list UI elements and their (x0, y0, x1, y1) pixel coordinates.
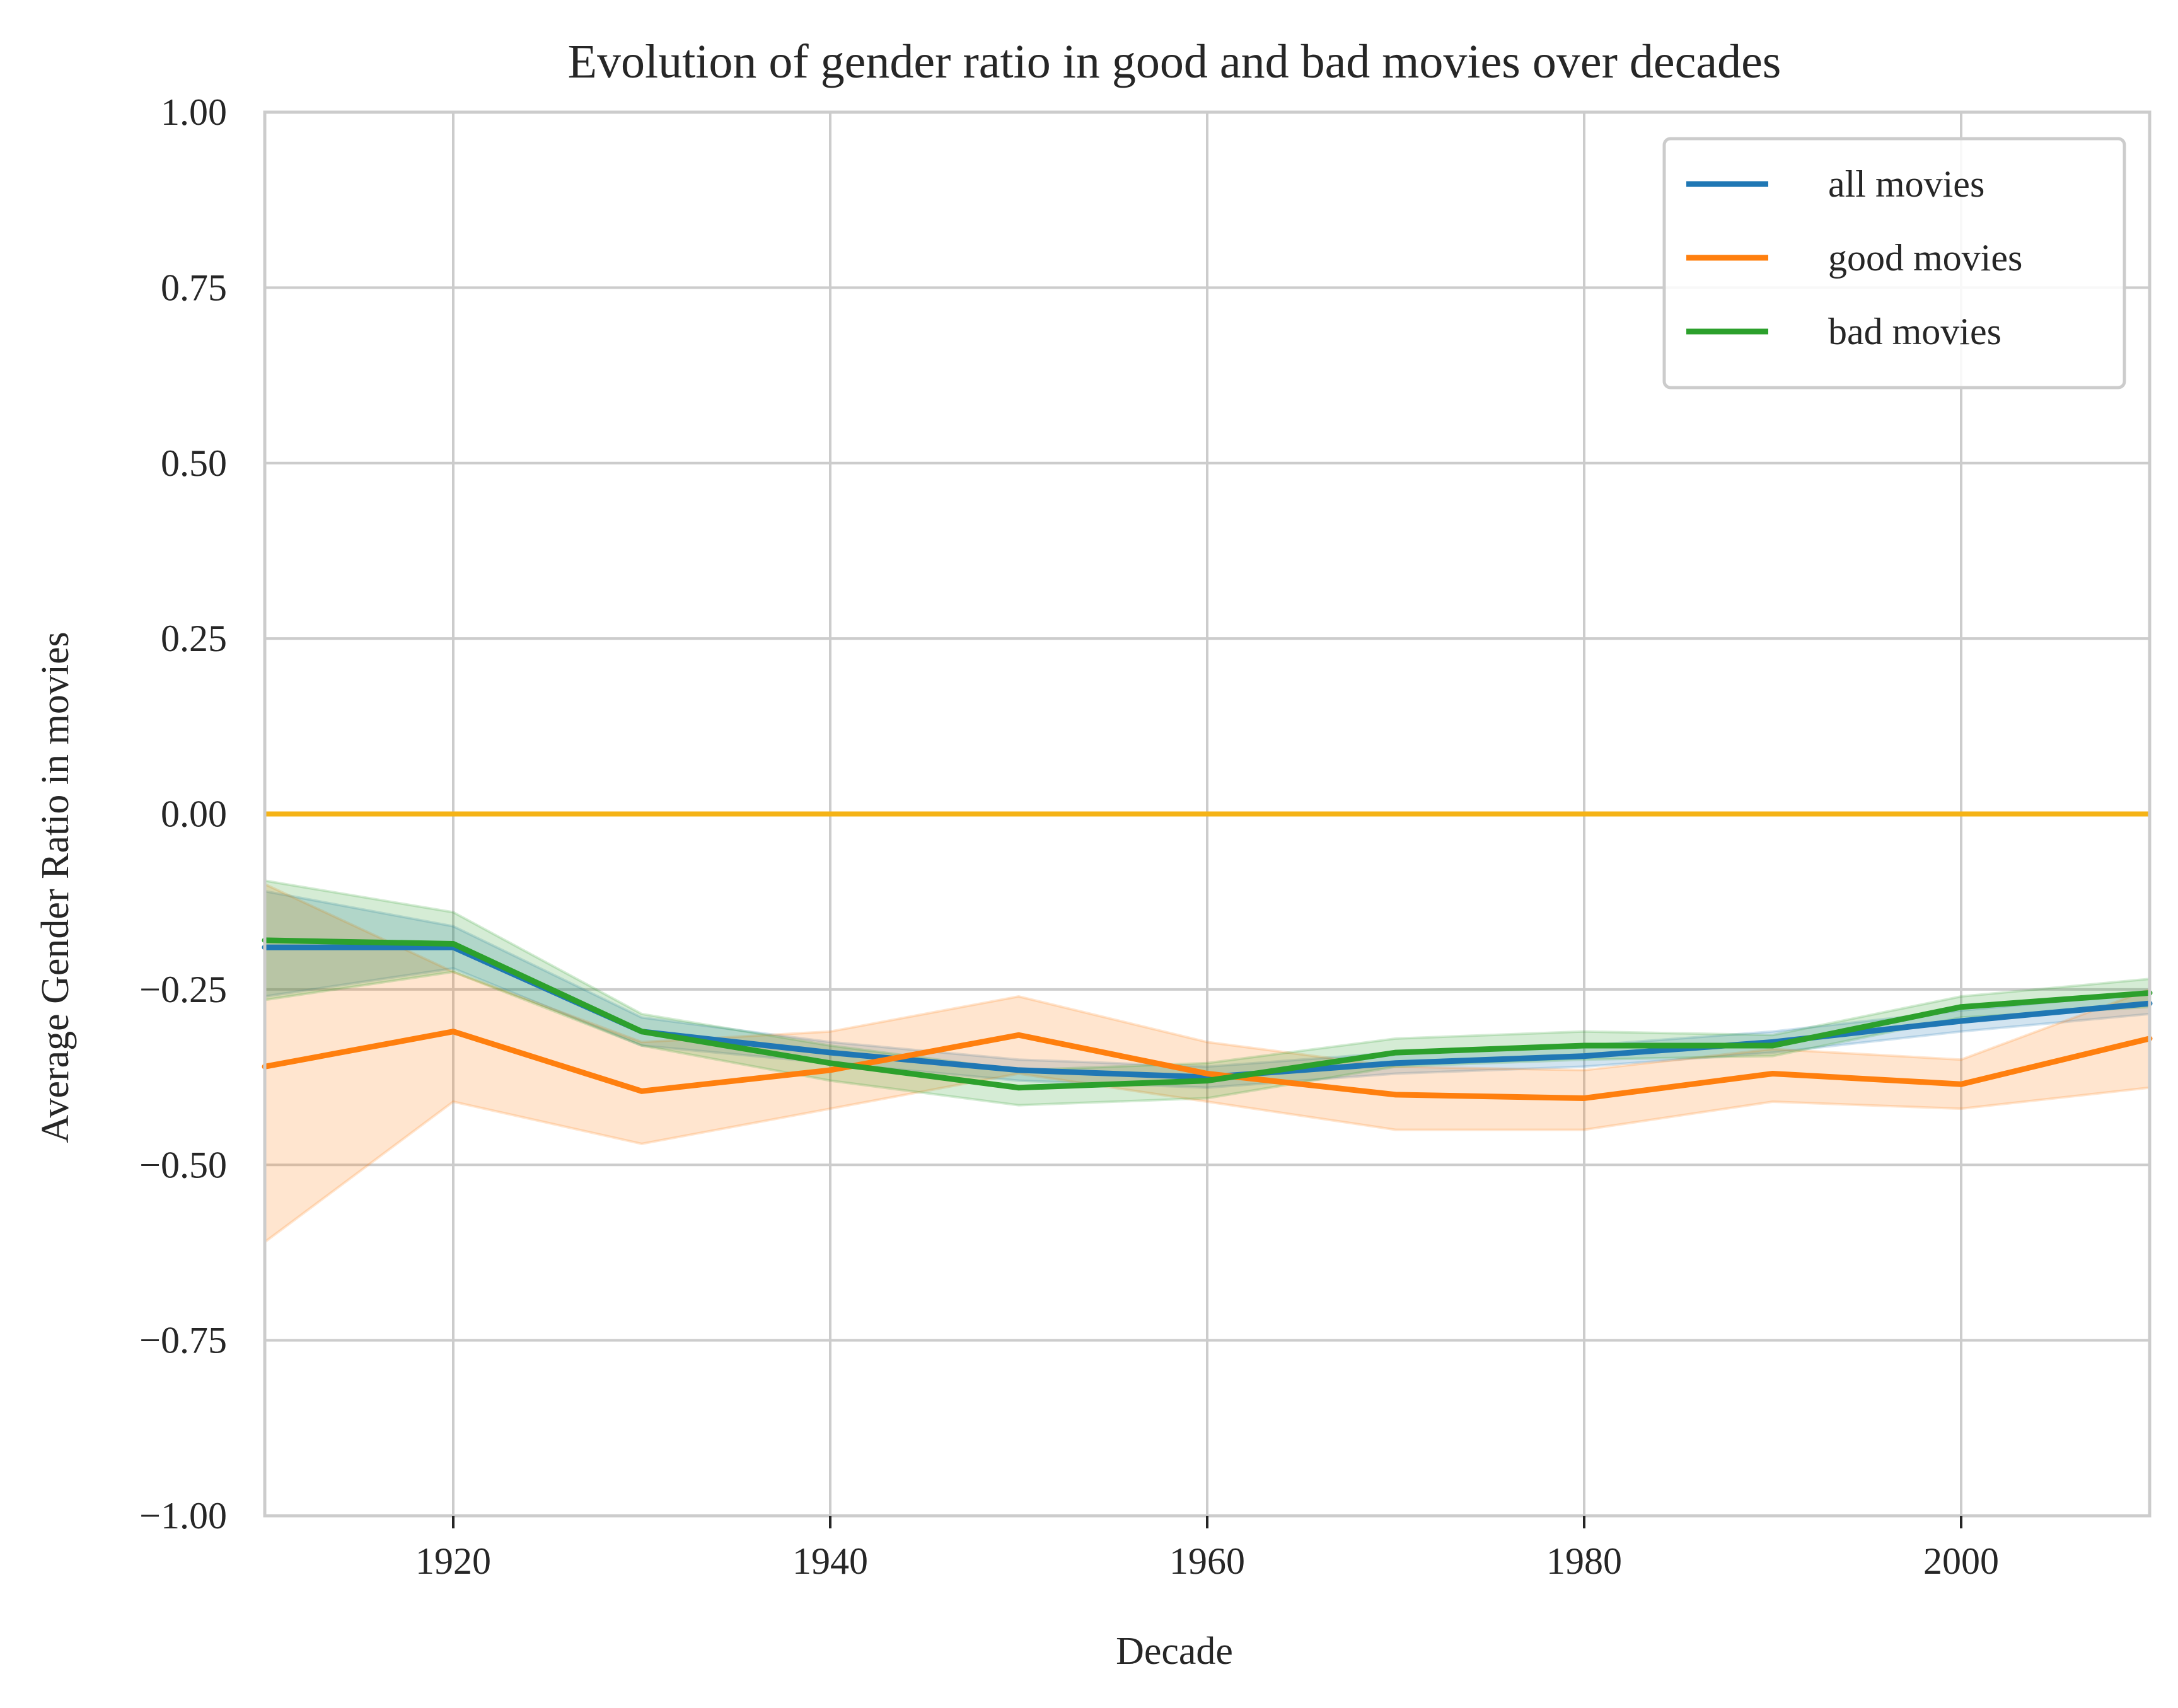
legend-box (1662, 137, 2126, 389)
series-line-bad-movies (262, 937, 2153, 1091)
legend-label-all-movies: all movies (1828, 163, 1984, 205)
x-axis-label: Decade (1116, 1630, 1233, 1673)
series-lines (262, 937, 2153, 1101)
y-tick-label: 0.50 (161, 442, 227, 484)
legend: all movies good movies bad movies (1662, 137, 2126, 389)
y-tick-label: 1.00 (161, 91, 227, 133)
x-tick-label: 1940 (792, 1540, 868, 1582)
y-tick-label: 0.25 (161, 618, 227, 659)
x-tick-label: 1920 (415, 1540, 491, 1582)
y-tick-label: −1.00 (139, 1495, 227, 1537)
legend-label-bad-movies: bad movies (1828, 311, 2001, 352)
x-tick-label: 1980 (1546, 1540, 1622, 1582)
y-tick-label: 0.00 (161, 793, 227, 835)
x-tick-label: 2000 (1923, 1540, 1999, 1582)
x-tick-label: 1960 (1169, 1540, 1245, 1582)
y-tick-label: −0.25 (139, 969, 227, 1010)
legend-label-good-movies: good movies (1828, 237, 2022, 279)
y-tick-label: −0.50 (139, 1144, 227, 1186)
chart-title: Evolution of gender ratio in good and ba… (568, 35, 1781, 88)
y-tick-label: 0.75 (161, 267, 227, 308)
tick-labels: 1920 1940 1960 1980 2000 1.00 0.75 0.50 0.25 0.00… (139, 91, 1999, 1582)
y-tick-label: −0.75 (139, 1320, 227, 1361)
series-line-good-movies (262, 1029, 2153, 1101)
y-axis-label: Average Gender Ratio in movies (34, 632, 77, 1143)
